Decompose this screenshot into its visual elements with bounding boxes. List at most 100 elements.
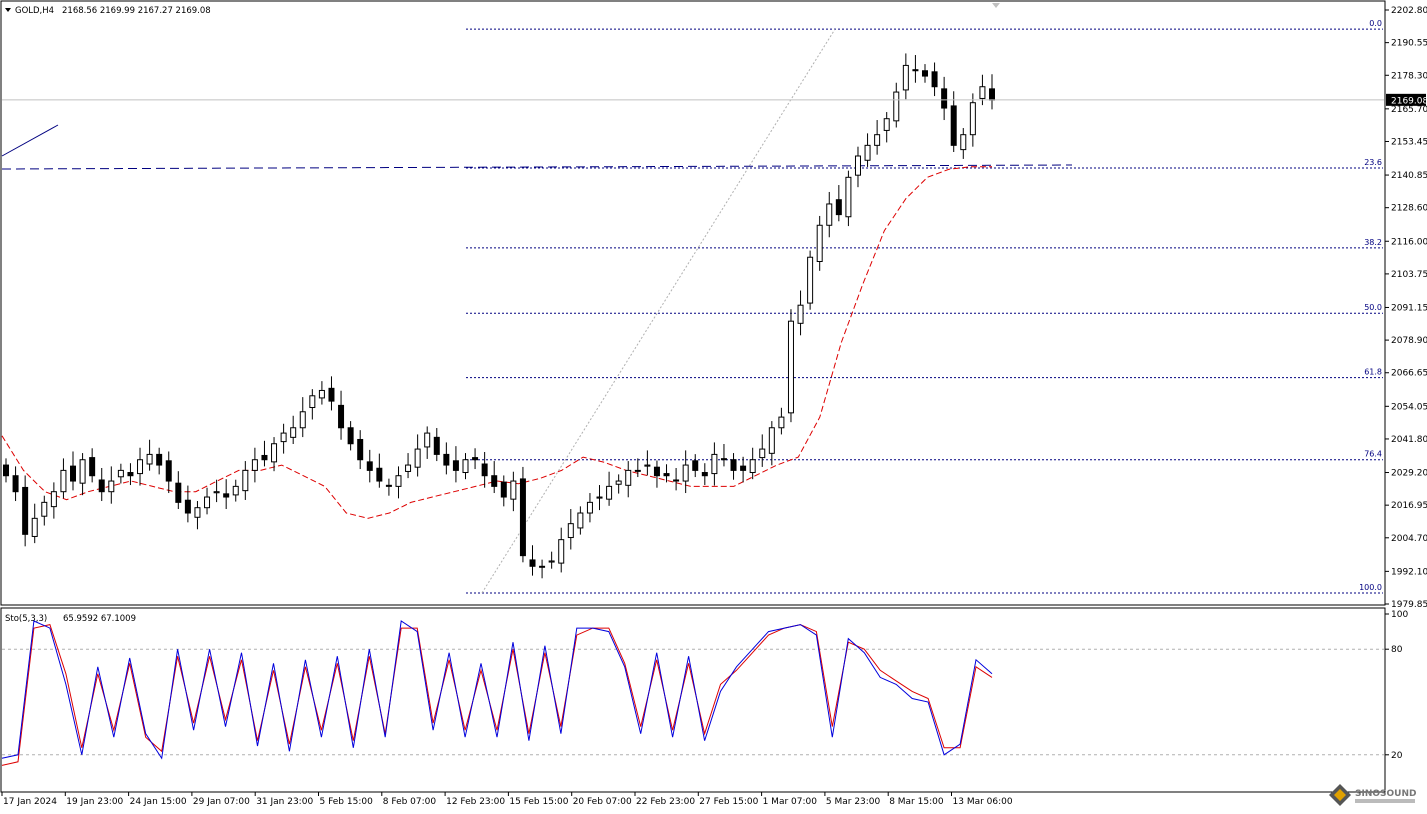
candle [280,423,287,454]
candle [711,442,718,486]
candle [127,463,134,486]
candle [79,453,86,496]
candle [213,479,220,503]
candle [70,451,77,491]
candle [768,421,775,466]
main-chart-frame [0,0,1386,606]
watermark-logo: SINOSOUND [1327,782,1423,808]
candle [491,461,498,494]
dropdown-triangle-icon[interactable] [5,8,11,12]
candle [682,450,689,494]
candle [960,128,967,159]
candle [22,475,29,547]
candle [826,191,833,238]
time-tick-label: 27 Feb 15:00 [699,797,758,807]
candle [845,170,852,227]
fib-level-label: 38.2 [1364,238,1382,247]
candle [50,482,57,519]
price-tick-label: 1992.10 [1391,567,1427,577]
time-tick-label: 15 Feb 15:00 [509,797,568,807]
price-tick-label: 2202.80 [1391,6,1427,16]
stoch-tick-label: 100 [1391,610,1408,620]
fib-level-label: 0.0 [1369,19,1382,28]
candle [749,447,756,480]
candle [816,215,823,271]
candle [117,463,124,484]
watermark-text: SINOSOUND [1355,789,1416,799]
candle [338,390,345,440]
shift-marker-icon[interactable] [992,3,1000,8]
candle [596,485,603,511]
stoch-values: 65.9592 67.1009 [63,614,136,624]
price-tick-label: 2029.20 [1391,469,1427,479]
time-tick-label: 5 Mar 23:00 [826,797,881,807]
candle [539,559,546,579]
candle [462,453,469,480]
trendlines-layer[interactable] [1,124,1073,170]
price-tick-label: 2116.00 [1391,237,1427,247]
candle [912,55,919,83]
price-tick-label: 2091.15 [1391,303,1427,313]
candle [3,458,9,483]
price-tick-label: 2054.05 [1391,402,1427,412]
candle [232,479,239,502]
candle [615,474,622,494]
price-tick-label: 2016.95 [1391,501,1427,511]
candle [606,471,613,506]
candle [720,444,727,467]
candle [931,62,938,97]
candle [251,447,258,483]
price-tick-label: 2190.55 [1391,39,1427,49]
candle [634,458,641,478]
fib-level-label: 23.6 [1364,158,1382,167]
stoch-tick-label: 20 [1391,751,1403,761]
price-axis[interactable]: 2202.80 2190.55 2178.30 2165.70 2153.45 2140.… [2,6,1427,610]
candle [797,290,804,336]
candle [424,426,431,459]
price-tick-label: 2128.60 [1391,204,1427,214]
candle [883,112,890,143]
candle [347,421,354,451]
candle [740,456,747,483]
fib-level-label: 76.4 [1364,450,1382,459]
candle [395,466,402,499]
candle [500,475,507,507]
fib-level-label: 50.0 [1364,303,1382,312]
time-tick-label: 13 Mar 06:00 [953,797,1013,807]
price-tick-label: 2140.85 [1391,171,1427,181]
fib-diagonal-line[interactable] [481,28,836,594]
candle [60,458,67,499]
trendline[interactable] [1,124,59,157]
current-price-label: 2169.08 [1391,96,1427,106]
fibonacci-layer[interactable]: 0.0 23.6 38.2 50.0 61.8 76.4 100.0 [466,19,1383,594]
horizontal-dashed-line[interactable] [1,164,1073,170]
candle [41,495,48,526]
candle [108,466,115,504]
time-tick-label: 1 Mar 07:00 [763,797,818,807]
candle [730,453,737,480]
candle [692,454,699,478]
candle [673,467,680,491]
candle [452,446,459,483]
candle [586,493,593,523]
time-tick-label: 19 Jan 23:00 [66,797,123,807]
price-tick-label: 2041.80 [1391,435,1427,445]
candle [137,447,144,486]
candle [481,452,488,488]
candle [653,460,660,488]
price-tick-label: 2066.65 [1391,369,1427,379]
time-tick-label: 17 Jan 2024 [3,797,57,807]
candle [558,527,565,573]
price-tick-label: 2078.90 [1391,336,1427,346]
time-axis[interactable]: 17 Jan 2024 19 Jan 23:00 24 Jan 15:00 29 Ja… [1,792,1013,807]
time-tick-label: 24 Jan 15:00 [130,797,187,807]
candle [156,447,163,475]
candles-layer [3,53,995,579]
price-tick-label: 2103.75 [1391,270,1427,280]
candle [529,545,536,576]
candle [433,428,440,462]
time-tick-label: 5 Feb 15:00 [320,797,374,807]
candle [366,449,373,483]
candle [204,487,211,515]
